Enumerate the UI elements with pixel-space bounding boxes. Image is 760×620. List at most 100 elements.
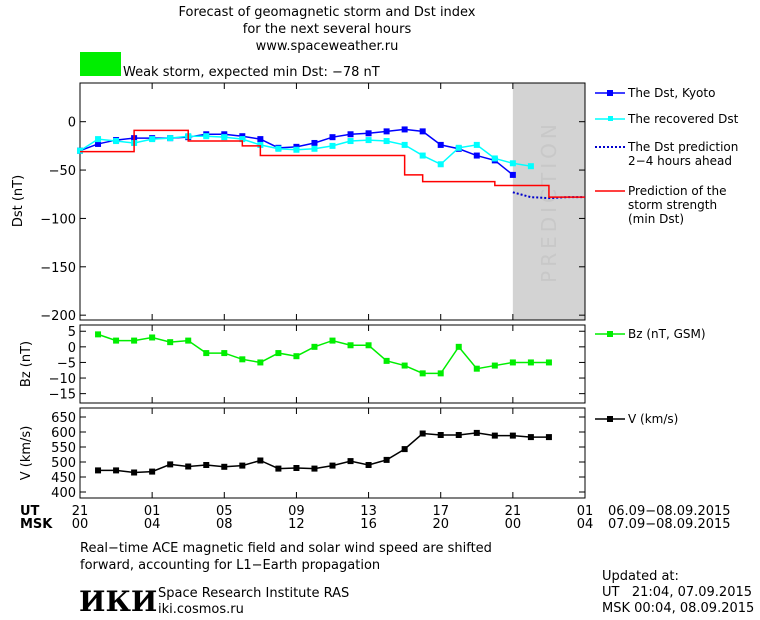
data-point-bz-nt-gsm xyxy=(239,356,246,363)
ut-tick-label: 21 xyxy=(505,504,522,519)
data-point-the-recovered-dst xyxy=(455,144,462,151)
msk-tick-label: 04 xyxy=(577,517,594,532)
data-point-bz-nt-gsm xyxy=(221,350,228,357)
y-tick-label: −5 xyxy=(57,356,76,371)
footer-note-line2: forward, accounting for L1−Earth propaga… xyxy=(80,558,380,573)
data-point-the-recovered-dst xyxy=(311,145,318,152)
y-tick-label: −150 xyxy=(40,261,76,276)
data-point-v-km-s xyxy=(455,432,462,438)
data-point-the-recovered-dst xyxy=(149,136,156,143)
data-point-bz-nt-gsm xyxy=(149,334,156,341)
data-point-bz-nt-gsm xyxy=(167,339,174,346)
msk-date-range: 07.09−08.09.2015 xyxy=(608,517,731,532)
data-point-the-recovered-dst xyxy=(221,134,228,141)
institute-site[interactable]: iki.cosmos.ru xyxy=(158,602,244,617)
data-point-the-dst-kyoto xyxy=(401,126,408,133)
data-point-v-km-s xyxy=(491,432,498,439)
bz-axis-label: Bz (nT) xyxy=(19,341,34,387)
data-point-v-km-s xyxy=(239,462,246,469)
y-tick-label: −50 xyxy=(49,164,76,179)
msk-tick-label: 12 xyxy=(288,517,305,532)
data-point-the-dst-kyoto xyxy=(329,134,336,141)
data-point-the-dst-kyoto xyxy=(365,130,372,137)
data-point-the-recovered-dst xyxy=(275,145,282,152)
data-point-v-km-s xyxy=(347,458,354,465)
data-point-the-recovered-dst xyxy=(419,152,426,159)
data-point-bz-nt-gsm xyxy=(329,337,336,344)
legend-marker-recovered-dst xyxy=(608,116,613,121)
msk-tick-label: 16 xyxy=(360,517,377,532)
legend-marker-dst-kyoto xyxy=(607,90,613,96)
data-point-the-dst-kyoto xyxy=(473,152,480,159)
data-point-v-km-s xyxy=(185,463,192,470)
series-line-v-km-s xyxy=(98,432,549,474)
legend-text-line: 2−4 hours ahead xyxy=(628,154,732,168)
legend-speed: V (km/s) xyxy=(628,412,678,426)
updated-msk: MSK 00:04, 08.09.2015 xyxy=(602,601,754,616)
data-point-v-km-s xyxy=(419,430,426,437)
data-point-bz-nt-gsm xyxy=(419,370,426,377)
y-tick-label: −200 xyxy=(40,309,76,324)
data-point-the-dst-kyoto xyxy=(383,128,390,135)
data-point-v-km-s xyxy=(401,446,408,453)
y-tick-label: −100 xyxy=(40,212,76,227)
data-point-bz-nt-gsm xyxy=(527,359,534,366)
data-point-the-recovered-dst xyxy=(383,138,390,145)
legend-storm-strength: Prediction of the storm strength (min Dst) xyxy=(628,184,727,226)
legend-text-line: (min Dst) xyxy=(628,212,684,226)
prediction-label: PREDICTION xyxy=(537,120,561,283)
series-line-bz-nt-gsm xyxy=(97,333,549,375)
data-point-bz-nt-gsm xyxy=(95,331,102,338)
data-point-v-km-s xyxy=(509,432,516,439)
dst-panel-frame xyxy=(79,82,586,321)
ut-tick-label: 17 xyxy=(432,504,449,519)
iki-logo: ИКИ xyxy=(79,585,157,618)
data-point-v-km-s xyxy=(311,465,318,472)
data-point-bz-nt-gsm xyxy=(455,343,462,350)
y-tick-label: 650 xyxy=(51,411,76,426)
data-point-v-km-s xyxy=(383,456,390,463)
legend-marker-bz xyxy=(607,331,613,337)
storm-level-swatch xyxy=(80,52,121,76)
data-point-bz-nt-gsm xyxy=(383,357,390,364)
storm-status-text: Weak storm, expected min Dst: −78 nT xyxy=(123,65,380,80)
data-point-the-recovered-dst xyxy=(95,136,102,143)
data-point-v-km-s xyxy=(329,462,336,469)
data-point-the-recovered-dst xyxy=(113,138,120,145)
data-point-bz-nt-gsm xyxy=(437,370,444,377)
series-layer xyxy=(77,126,585,476)
data-point-bz-nt-gsm xyxy=(311,343,318,350)
data-point-v-km-s xyxy=(437,432,444,438)
y-tick-label: 400 xyxy=(51,486,76,501)
data-point-v-km-s xyxy=(131,469,138,476)
site-url[interactable]: www.spaceweather.ru xyxy=(256,39,399,54)
ut-row-label: UT xyxy=(20,504,40,519)
updated-label: Updated at: xyxy=(602,569,679,584)
data-point-the-dst-kyoto xyxy=(419,128,426,135)
data-point-bz-nt-gsm xyxy=(257,359,264,366)
data-point-the-recovered-dst xyxy=(167,135,174,142)
updated-ut: UT 21:04, 07.09.2015 xyxy=(602,585,752,600)
ut-tick-label: 09 xyxy=(288,504,305,519)
data-point-the-recovered-dst xyxy=(491,155,498,162)
data-point-bz-nt-gsm xyxy=(293,353,300,360)
y-tick-label: 450 xyxy=(51,471,76,486)
data-point-bz-nt-gsm xyxy=(509,359,516,366)
legend-dst-prediction: The Dst prediction 2−4 hours ahead xyxy=(627,140,738,168)
data-point-the-recovered-dst xyxy=(527,163,534,170)
v-panel-frame xyxy=(79,407,586,499)
y-tick-label: −10 xyxy=(49,372,76,387)
legend-recovered-dst: The recovered Dst xyxy=(627,112,739,126)
data-point-the-recovered-dst xyxy=(437,161,444,168)
ut-tick-label: 05 xyxy=(216,504,233,519)
ut-tick-label: 01 xyxy=(577,504,594,519)
legend-text-line: Prediction of the xyxy=(628,184,727,198)
data-point-the-recovered-dst xyxy=(203,133,210,140)
series-line-prediction-of-the xyxy=(80,129,585,198)
data-point-v-km-s xyxy=(293,465,300,471)
data-point-the-recovered-dst xyxy=(365,137,372,144)
msk-row-label: MSK xyxy=(20,517,53,532)
data-point-the-dst-kyoto xyxy=(95,140,102,147)
